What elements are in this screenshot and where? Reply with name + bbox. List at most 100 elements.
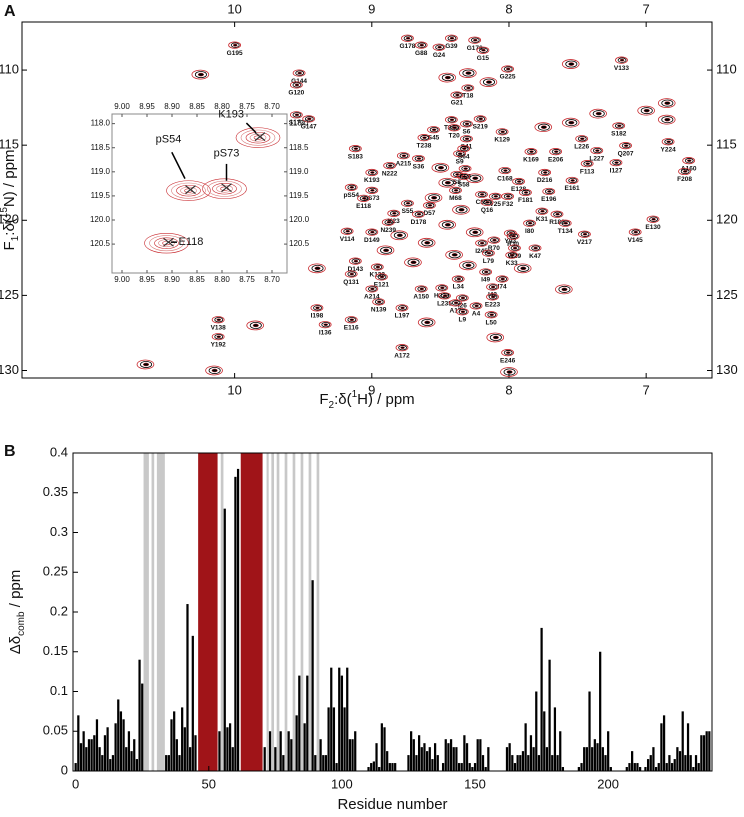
contour (202, 178, 247, 199)
peak (459, 68, 477, 78)
contour-outer (628, 228, 642, 236)
peak (390, 230, 409, 241)
contour-outer (590, 146, 604, 155)
bar (103, 735, 107, 771)
peak-label: E223 (485, 302, 501, 309)
contour-outer (657, 98, 676, 108)
peak-label: F208 (677, 176, 692, 183)
bar (460, 763, 463, 771)
bar (505, 747, 509, 771)
contour-inner (431, 128, 437, 132)
bar (228, 723, 232, 771)
contour-inner (617, 124, 622, 128)
contour-mid (368, 169, 377, 176)
x-tick-label: 8.85 (189, 275, 205, 284)
peak-label: V145 (628, 237, 644, 244)
contour-inner (682, 170, 688, 173)
contour-outer (678, 167, 691, 176)
peak-label: T18 (462, 93, 474, 100)
peak (424, 192, 443, 203)
contour-inner (465, 263, 472, 268)
contour-outer (445, 249, 463, 260)
y-tick-label-right: 125 (716, 287, 738, 302)
peak-label: C168 (497, 175, 513, 182)
bar (340, 675, 344, 771)
y-tick-label-right: 120 (716, 212, 738, 227)
contour-outer (476, 46, 490, 54)
y-tick-label-right: 119.0 (289, 167, 309, 176)
contour-mid (304, 116, 314, 122)
peak (289, 111, 303, 119)
bar (287, 731, 290, 771)
contour-outer (550, 210, 564, 218)
bar (236, 468, 240, 771)
inset-frame (111, 113, 288, 274)
contour-outer (211, 333, 225, 341)
peak (612, 122, 626, 130)
contour-inner (623, 144, 629, 147)
bar (412, 739, 415, 771)
peak (401, 34, 414, 42)
bar (354, 731, 357, 771)
peak (414, 41, 428, 49)
bar (433, 743, 437, 771)
peak-label: L34 (453, 284, 465, 291)
contour-inner (474, 304, 479, 308)
contour-outer (535, 207, 549, 215)
contour-mid (538, 208, 547, 214)
peak-label: K193 (364, 177, 380, 184)
bar (410, 731, 413, 771)
peak (401, 199, 414, 207)
contour-outer (387, 209, 401, 217)
contour-outer (211, 316, 225, 324)
contour-mid (373, 264, 383, 270)
bar (370, 763, 373, 771)
contour-outer (542, 187, 556, 196)
contour-inner (505, 67, 511, 71)
contour-inner (453, 301, 459, 305)
contour-mid (565, 119, 578, 127)
peak (455, 308, 469, 316)
contour-mid (540, 169, 550, 176)
bar (226, 727, 229, 771)
contour-mid (612, 159, 621, 166)
contour-outer (414, 285, 428, 293)
contour-inner (416, 157, 422, 160)
peak (423, 201, 436, 210)
contour-inner (444, 180, 451, 185)
peak-label: D149 (364, 237, 380, 244)
bar (585, 747, 588, 771)
peak (469, 302, 483, 310)
y-tick-label: 0.25 (43, 564, 68, 579)
bar (114, 723, 117, 771)
y-tick-label-right: 118.0 (289, 119, 309, 128)
contour-mid (384, 219, 394, 225)
peak-cross (254, 132, 266, 142)
panel-letter: A (4, 3, 16, 20)
bar (290, 739, 293, 771)
contour-outer (191, 69, 210, 80)
contour-outer (475, 239, 488, 247)
bar (692, 767, 695, 771)
contour-inner (294, 83, 300, 87)
peak (486, 332, 505, 343)
peak-label: Y93 (505, 238, 517, 245)
label-part: N) / ppm (1, 150, 18, 208)
contour-inner (315, 306, 320, 310)
peak-label: V217 (577, 239, 593, 246)
peak-label: E161 (564, 185, 580, 192)
x-tick-label: 8.70 (264, 275, 280, 284)
contour-mid (450, 125, 460, 131)
contour (154, 237, 179, 249)
peak (513, 263, 532, 274)
contour-outer (424, 192, 443, 203)
bar (447, 743, 450, 771)
y-tick-label-right: 118.5 (289, 143, 309, 152)
contour-mid (403, 200, 413, 206)
bar (391, 763, 394, 771)
bar (407, 755, 410, 771)
contour-mid (470, 37, 480, 43)
contour-mid (398, 305, 407, 311)
bar (178, 755, 181, 771)
peak-label: F181 (518, 197, 533, 204)
